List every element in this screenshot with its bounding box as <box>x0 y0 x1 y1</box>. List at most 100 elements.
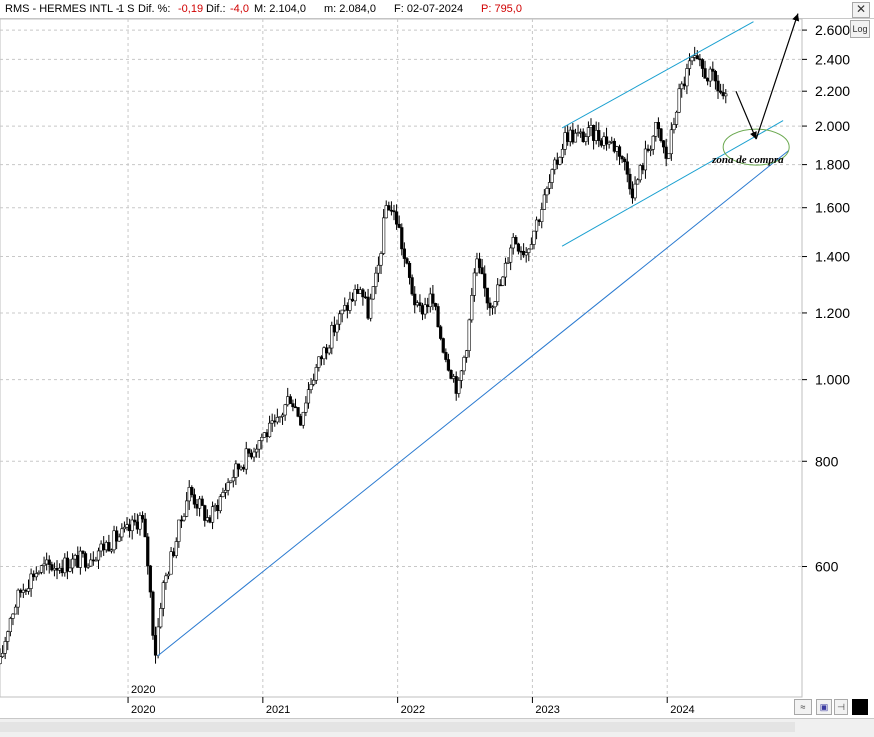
candle-body <box>394 211 399 225</box>
candle-body <box>185 500 189 517</box>
candle-body <box>594 130 598 141</box>
candle-body <box>135 521 139 530</box>
save-icon[interactable]: ▣ <box>816 699 832 715</box>
candle-body <box>70 558 75 569</box>
candle-body <box>480 267 484 275</box>
candle-body <box>431 293 435 304</box>
candle-body <box>278 416 282 418</box>
candle-body <box>76 555 80 568</box>
candle-body <box>301 412 305 426</box>
y-tick-label: 2.600 <box>815 22 850 38</box>
candle-body <box>612 140 616 152</box>
candle-body <box>16 589 20 608</box>
candle-body <box>267 422 272 438</box>
candle-body <box>584 136 588 142</box>
candle-body <box>293 406 298 409</box>
candle-body <box>26 588 31 592</box>
candle-body <box>291 403 295 408</box>
candle-body <box>459 370 463 381</box>
candle-body <box>485 287 489 304</box>
pin-icon[interactable]: ⊣ <box>834 699 848 715</box>
candle-body <box>242 466 246 470</box>
minimize-icon[interactable]: ≈ <box>794 699 812 715</box>
candle-body <box>457 380 461 394</box>
buy-zone-ellipse <box>722 128 790 166</box>
candle-body <box>273 420 277 423</box>
candle-body <box>190 487 194 496</box>
candle-body <box>641 165 645 171</box>
candle-body <box>610 140 614 143</box>
x-tick-label: 2021 <box>266 704 290 716</box>
candle-body <box>317 356 321 368</box>
candle-body <box>716 80 720 92</box>
max-label: M: 2.104,0 <box>254 3 306 15</box>
candle-body <box>65 557 69 572</box>
candle-body <box>369 298 373 319</box>
candle-body <box>418 302 422 306</box>
candle-body <box>192 494 197 505</box>
candle-body <box>125 524 129 528</box>
candle-body <box>654 122 658 137</box>
candle-body <box>39 565 44 573</box>
candle-body <box>270 420 274 424</box>
fill-icon[interactable] <box>852 699 868 715</box>
candle-body <box>356 289 360 294</box>
candle-body <box>693 55 697 58</box>
candle-body <box>464 350 469 358</box>
candle-body <box>0 656 2 665</box>
candle-body <box>719 90 723 93</box>
candle-body <box>265 432 269 438</box>
candle-body <box>382 217 386 254</box>
candle-body <box>208 517 212 523</box>
candle-body <box>169 551 173 575</box>
x-tick-label: 2020 <box>131 704 155 716</box>
candle-body <box>140 515 145 520</box>
candle-body <box>296 407 300 417</box>
candle-body <box>247 448 251 454</box>
candle-body <box>428 293 432 308</box>
candle-body <box>470 295 474 321</box>
candle-body <box>3 641 7 654</box>
candle-body <box>42 563 46 566</box>
candle-body <box>210 506 215 523</box>
candle-body <box>363 296 368 299</box>
candle-body <box>713 71 718 82</box>
candle-body <box>656 122 660 130</box>
candle-body <box>444 352 448 360</box>
y-tick-label: 1.600 <box>815 200 850 216</box>
candle-body <box>73 555 77 560</box>
candle-body <box>555 159 559 165</box>
dif-label: Dif.: <box>206 3 226 15</box>
candle-body <box>669 129 673 155</box>
candle-body <box>104 542 108 551</box>
channel-line <box>561 21 754 129</box>
candle-body <box>325 347 329 354</box>
close-icon[interactable]: ✕ <box>852 2 870 18</box>
candle-body <box>498 284 502 287</box>
candle-body <box>366 296 370 319</box>
candle-body <box>400 227 404 250</box>
candle-body <box>646 148 650 151</box>
candle-body <box>581 131 585 142</box>
horizontal-scrollbar[interactable] <box>0 722 795 732</box>
log-toggle-button[interactable]: Log <box>850 20 870 38</box>
candle-body <box>55 568 59 571</box>
y-tick-label: 1.000 <box>815 372 850 388</box>
candle-body <box>21 589 25 593</box>
candle-body <box>392 210 396 213</box>
candle-body <box>452 376 456 379</box>
candle-body <box>576 132 580 134</box>
candle-body <box>133 519 137 523</box>
min-label: m: 2.084,0 <box>324 3 376 15</box>
candle-body <box>19 589 23 593</box>
candle-body <box>407 262 412 278</box>
candle-body <box>319 356 324 360</box>
candle-body <box>236 463 241 470</box>
candle-body <box>120 528 124 538</box>
candle-body <box>636 179 640 185</box>
candle-body <box>700 59 705 69</box>
candle-body <box>153 635 158 656</box>
candle-body <box>389 209 394 212</box>
candle-body <box>410 277 414 295</box>
